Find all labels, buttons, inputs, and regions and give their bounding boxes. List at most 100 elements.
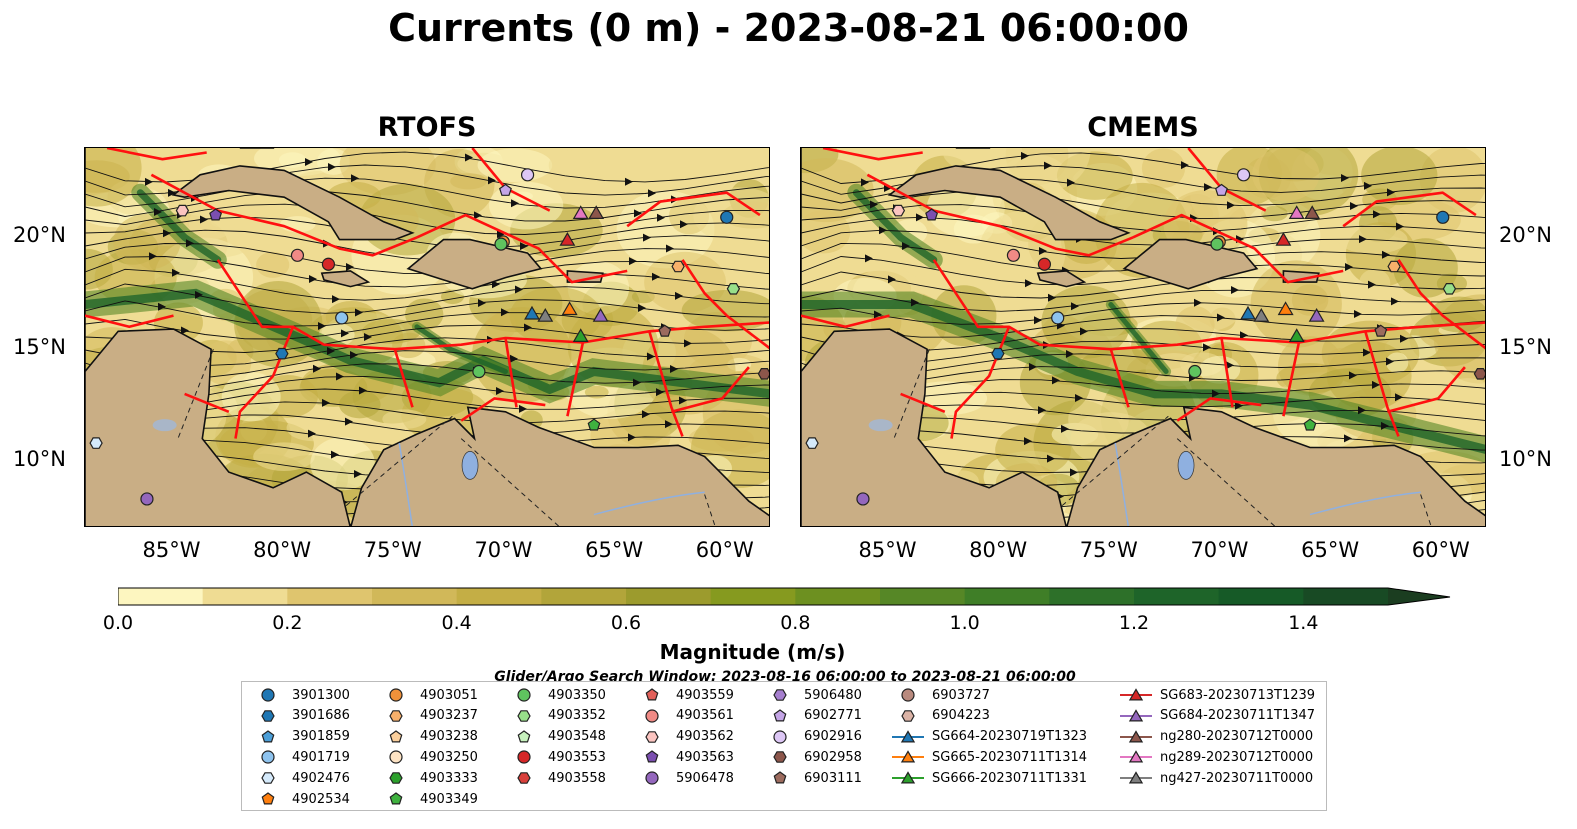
legend-entry-label: 4903562 — [676, 729, 734, 745]
pentagon-marker-icon — [773, 771, 787, 784]
circle-marker-icon — [773, 729, 787, 744]
circle-marker-icon — [645, 771, 659, 785]
hexagon-marker — [773, 751, 787, 764]
legend: 3901300 3901686 3901859 4901719 4902476 49025… — [241, 681, 1327, 811]
legend-entry: 4903548 — [508, 727, 606, 747]
legend-entry-label: 4903250 — [420, 749, 478, 765]
lat-tick-label: 20°N — [1499, 223, 1552, 248]
platform-marker-4903349 — [587, 418, 601, 431]
pentagon-marker-icon — [261, 729, 275, 743]
hexagon-marker — [389, 772, 403, 784]
legend-entry-label: 4903558 — [548, 770, 606, 786]
panel-title-rtofs: RTOFS — [377, 112, 477, 143]
triangle-line-marker-icon — [892, 771, 924, 784]
circle-marker — [261, 688, 275, 702]
platform-marker-3901686 — [991, 347, 1005, 360]
circle-marker — [261, 750, 275, 764]
legend-entry-label: 4902476 — [292, 770, 350, 786]
pentagon-marker — [645, 750, 659, 763]
platform-marker-4903350 — [494, 237, 508, 251]
legend-entry: 4903350 — [508, 685, 606, 705]
platform-marker-SG664-20230719T1323 — [524, 305, 540, 320]
circle-marker — [645, 709, 659, 723]
platform-marker-4903553 — [321, 257, 336, 271]
platform-marker-4903237 — [1387, 260, 1401, 273]
triangle-marker — [1128, 771, 1144, 784]
legend-entry-label: ng280-20230712T0000 — [1160, 729, 1314, 745]
legend-entry: 4903237 — [380, 706, 478, 726]
pentagon-marker-icon — [261, 792, 275, 805]
legend-entry: 5906480 — [764, 685, 862, 705]
legend-entry: 4901719 — [252, 747, 350, 767]
platform-marker-4903553 — [1037, 257, 1052, 271]
lon-tick-label: 70°W — [1190, 538, 1249, 562]
legend-entry-label: 4903548 — [548, 729, 606, 745]
colorbar-segment — [710, 588, 796, 605]
circle-marker — [389, 688, 403, 702]
magnitude-field — [85, 148, 769, 526]
hexagon-marker-icon — [517, 709, 531, 722]
legend-entry: 3901300 — [252, 685, 350, 705]
platform-marker-ng280-20230712T0000 — [1304, 205, 1321, 220]
triangle-marker — [900, 729, 916, 743]
circle-marker-icon — [261, 750, 275, 764]
legend-entry-label: 4903237 — [420, 708, 478, 724]
lon-tick-label: 75°W — [363, 538, 422, 562]
hexagon-marker-icon — [261, 709, 275, 722]
hexagon-marker-icon — [389, 709, 403, 722]
platform-marker-ng289-20230712T0000 — [1288, 205, 1305, 220]
legend-entry: 4903238 — [380, 727, 478, 747]
platform-marker-SG664-20230719T1323 — [1240, 305, 1256, 320]
legend-entry: 3901686 — [252, 706, 350, 726]
legend-entry: ng427-20230711T0000 — [1120, 768, 1313, 788]
legend-entry: SG684-20230711T1347 — [1120, 706, 1315, 726]
platform-marker-4903563 — [925, 208, 939, 221]
map-panel-rtofs — [84, 147, 770, 527]
triangle-line-marker-icon — [892, 750, 924, 763]
legend-entry: 6903727 — [892, 685, 990, 705]
colorbar-segment — [1218, 588, 1304, 605]
colorbar-segment — [626, 588, 712, 605]
map-svg — [85, 148, 769, 526]
platform-marker-6902958 — [1473, 368, 1485, 380]
platform-marker-SG665-20230711T1314 — [561, 301, 578, 316]
pentagon-marker — [517, 729, 531, 743]
legend-entry: 3901859 — [252, 727, 350, 747]
platform-marker-4901719 — [335, 311, 349, 325]
legend-entry-label: 4903238 — [420, 729, 478, 745]
legend-entry-label: 4903553 — [548, 749, 606, 765]
legend-entry: 4903559 — [636, 685, 734, 705]
pentagon-marker-icon — [645, 750, 659, 763]
legend-entry: 4903051 — [380, 685, 478, 705]
legend-entry: 4903562 — [636, 727, 734, 747]
lat-tick-label: 15°N — [13, 335, 66, 360]
legend-entry: 6902771 — [764, 706, 862, 726]
platform-marker-3901300 — [1436, 210, 1450, 224]
platform-marker-ng427-20230711T0000 — [1253, 307, 1270, 322]
platform-marker-ng280-20230712T0000 — [588, 205, 605, 220]
circle-marker-icon — [389, 688, 403, 702]
pentagon-marker — [261, 792, 275, 805]
pentagon-marker — [261, 729, 275, 743]
legend-entry-label: 6903727 — [932, 687, 990, 703]
triangle-marker — [1128, 750, 1144, 763]
colorbar-tick-label: 0.4 — [441, 612, 472, 634]
triangle-marker — [1128, 709, 1144, 722]
legend-entry: 4903558 — [508, 768, 606, 788]
platform-marker-4903350b — [1188, 364, 1202, 379]
triangle-marker — [1128, 729, 1144, 743]
lat-tick-label: 10°N — [13, 446, 66, 471]
colorbar-tick-label: 1.4 — [1288, 612, 1319, 634]
legend-entry: SG683-20230713T1239 — [1120, 685, 1315, 705]
platform-marker-6903111 — [1374, 324, 1388, 337]
legend-entry: 6904223 — [892, 706, 990, 726]
platform-marker-4901719 — [1051, 311, 1065, 325]
colorbar-tick-label: 0.0 — [102, 612, 134, 634]
pentagon-marker — [389, 729, 403, 743]
pentagon-marker — [645, 688, 659, 701]
legend-entry-label: SG665-20230711T1314 — [932, 749, 1088, 765]
colorbar-segment — [541, 588, 627, 605]
colorbar-segment — [1134, 588, 1220, 605]
hexagon-marker-icon — [389, 772, 403, 784]
platform-marker-4903561 — [290, 248, 305, 262]
